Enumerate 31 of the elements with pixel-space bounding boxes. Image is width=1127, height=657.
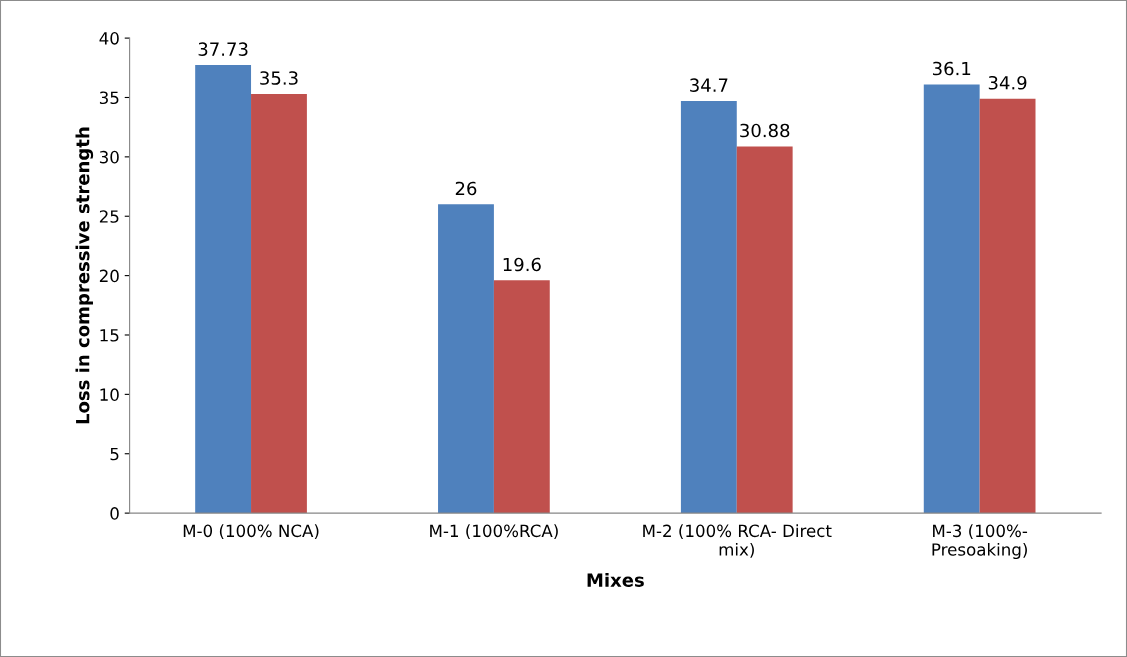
data-label: 19.6 [503,257,541,272]
data-label: 30.88 [740,123,790,138]
bar [680,101,737,514]
y-tick-label: 35 [99,91,119,105]
y-tick-label: 40 [99,32,119,45]
bar [251,93,307,514]
bar [923,84,980,514]
data-label: 35.3 [260,71,298,85]
y-tick-label: 15 [100,329,119,342]
data-label: 34.9 [988,75,1027,90]
data-label: 37.73 [198,42,248,57]
y-tick-label: 30 [99,150,119,164]
y-tick-label: 20 [99,269,119,283]
y-tick-label: 10 [100,388,119,401]
x-axis-title: Mixes [587,572,644,587]
bar [979,98,1036,514]
x-tick-label: M-0 (100% NCA) [183,524,319,540]
bar [493,280,550,514]
y-tick-label: 0 [110,507,119,520]
y-tick-label: 5 [110,447,119,461]
data-label: 36.1 [932,61,971,76]
data-label: 34.7 [690,78,728,92]
bar [438,204,494,514]
y-tick-label: 25 [99,210,119,223]
y-axis-title: Loss in compressive strength [75,127,94,424]
x-tick-label: M-3 (100%- Presoaking) [932,524,1028,560]
bar [736,146,793,514]
bar [195,65,252,514]
data-label: 26 [455,181,477,196]
x-tick-label: M-2 (100% RCA- Direct mix) [643,524,832,558]
x-tick-label: M-1 (100%RCA) [430,524,558,540]
